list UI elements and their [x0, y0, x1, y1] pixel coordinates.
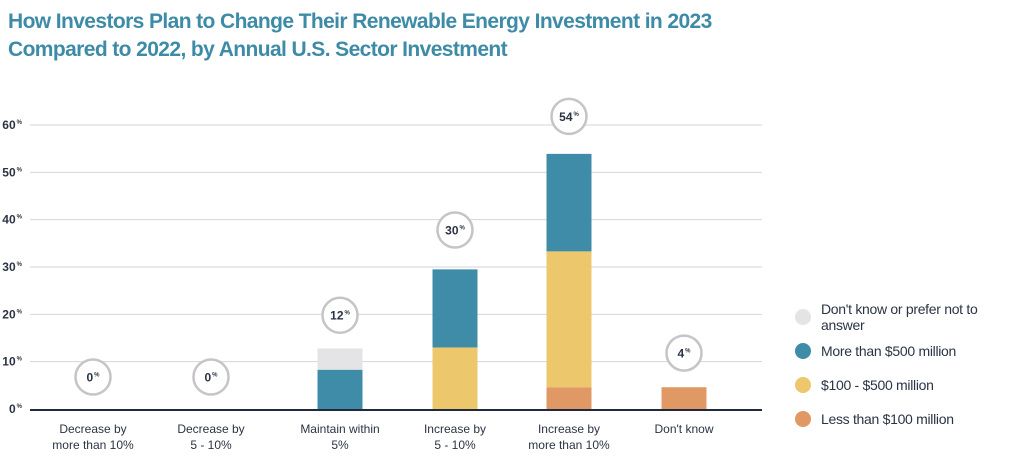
- total-circle: [192, 358, 230, 396]
- legend-label: $100 - $500 million: [821, 377, 934, 393]
- total-circle: [321, 296, 359, 334]
- total-circle: [550, 97, 588, 136]
- legend: Don't know or prefer not to answer More …: [795, 300, 1024, 436]
- legend-label: More than $500 million: [821, 343, 957, 359]
- total-label: 30%: [445, 224, 465, 238]
- bar-segment: [546, 153, 592, 252]
- chart-title-line-1: How Investors Plan to Change Their Renew…: [8, 10, 712, 33]
- total-circle: [436, 211, 474, 249]
- bar-segment: [546, 387, 592, 409]
- bar-segment: [317, 348, 363, 370]
- y-tick-label: 10%: [2, 355, 22, 369]
- stacked-bar-chart: 0% 10% 20% 30% 40% 50% 60% 0% 0% 12% 30% 54% 4% Decre…: [2, 97, 762, 452]
- legend-item-100-500m: $100 - $500 million: [795, 368, 1024, 402]
- legend-swatch: [795, 411, 811, 427]
- x-category-label: Decrease by 5 - 10%: [177, 422, 244, 452]
- total-circle: [74, 358, 112, 396]
- legend-item-more-than-500m: More than $500 million: [795, 334, 1024, 368]
- total-label: 54%: [559, 110, 579, 124]
- legend-item-less-than-100m: Less than $100 million: [795, 402, 1024, 436]
- y-tick-label: 40%: [2, 213, 22, 227]
- y-tick-label: 50%: [2, 165, 22, 179]
- chart-title: How Investors Plan to Change Their Renew…: [8, 8, 712, 64]
- bar-segment: [317, 369, 363, 409]
- total-label: 0%: [86, 371, 100, 385]
- y-tick-label: 0%: [9, 402, 23, 416]
- bar-segment: [661, 387, 707, 409]
- x-category-label: Increase by 5 - 10%: [424, 422, 486, 452]
- x-category-label: Decrease by more than 10%: [52, 422, 134, 452]
- legend-item-dont-know-or-prefer-not: Don't know or prefer not to answer: [795, 300, 1024, 334]
- x-category-label: Maintain within 5%: [300, 422, 379, 452]
- total-label: 0%: [204, 371, 218, 385]
- total-circle: [665, 334, 703, 372]
- legend-label: Less than $100 million: [821, 411, 954, 427]
- bar-segment: [432, 269, 478, 348]
- legend-swatch: [795, 343, 811, 359]
- bar-segment: [546, 251, 592, 388]
- legend-swatch: [795, 377, 811, 393]
- legend-label: Don't know or prefer not to answer: [821, 301, 978, 333]
- x-category-label: Increase by more than 10%: [528, 422, 610, 452]
- y-tick-label: 30%: [2, 260, 22, 274]
- chart-title-line-2: Compared to 2022, by Annual U.S. Sector …: [8, 38, 508, 61]
- y-tick-label: 20%: [2, 307, 22, 321]
- y-tick-label: 60%: [2, 118, 22, 132]
- total-label: 4%: [677, 347, 691, 361]
- x-category-label: Don't know: [655, 422, 714, 436]
- legend-swatch: [795, 309, 811, 325]
- total-label: 12%: [330, 309, 350, 323]
- bar-segment: [432, 347, 478, 409]
